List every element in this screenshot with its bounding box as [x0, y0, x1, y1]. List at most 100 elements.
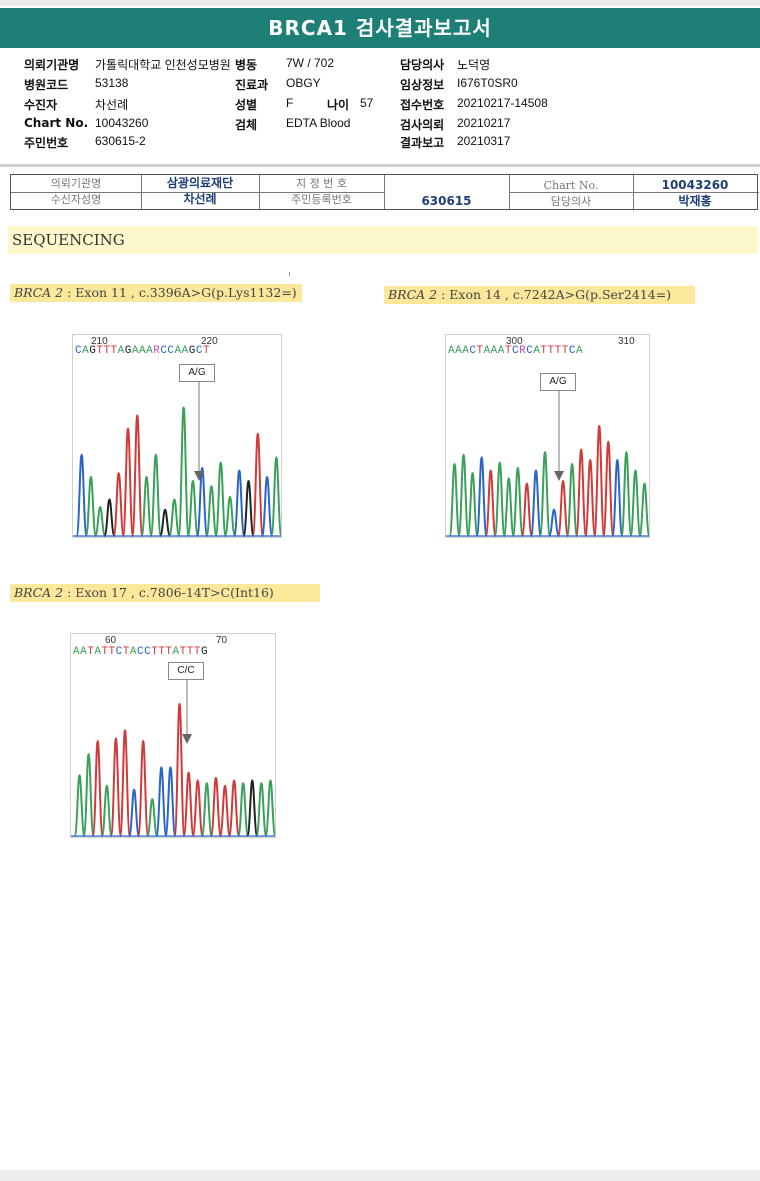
trace-peak	[112, 472, 125, 537]
base-call: A	[131, 345, 139, 357]
trace-peak	[196, 466, 209, 537]
gene-name: BRCA 2	[388, 287, 438, 302]
trace-peak	[237, 782, 250, 837]
trace-peak	[82, 753, 95, 837]
top-divider	[0, 0, 760, 6]
trace-peak	[260, 476, 274, 537]
base-call: T	[103, 345, 111, 357]
trace-peak	[620, 451, 633, 537]
trace-caption: BRCA 2 : Exon 11 , c.3396A>G(p.Lys1132=)	[10, 284, 302, 302]
recipient-label: 수진자	[24, 98, 58, 112]
stamp-inst-value: 삼광의료재단	[166, 176, 234, 190]
base-call: T	[554, 345, 562, 357]
position-label: 220	[201, 336, 218, 347]
receipt-label: 접수번호	[400, 98, 445, 112]
base-call: G	[200, 646, 209, 658]
trace-peak	[137, 739, 150, 837]
base-call: A	[455, 345, 463, 357]
base-call: T	[476, 345, 484, 357]
trace-peak	[529, 469, 542, 537]
position-label: 210	[91, 336, 108, 347]
base-call: A	[138, 345, 147, 357]
base-call: T	[110, 345, 118, 357]
trace-peak	[475, 456, 488, 537]
trace-peak	[182, 771, 195, 837]
trace-peak	[84, 476, 98, 537]
patient-info: 의뢰기관명 가톨릭대학교 인천성모병원 병동 7W / 702 담당의사 노덕영…	[0, 52, 760, 164]
base-call: T	[179, 646, 187, 658]
trace-peak	[548, 508, 560, 537]
pointer-arrow-icon	[554, 471, 564, 481]
trace-peak	[219, 784, 231, 837]
trace-peak	[264, 779, 275, 837]
position-label: 60	[105, 635, 117, 646]
doctor-value: 노덕영	[457, 58, 491, 72]
stamp-designation-value	[384, 175, 509, 192]
doctor-label: 담당의사	[400, 58, 445, 72]
base-call: A	[462, 345, 470, 357]
pointer-arrow-icon	[194, 471, 204, 481]
id-value: 630615-2	[95, 134, 146, 148]
trace-peak	[128, 788, 141, 837]
stamp-resident-label: 주민등록번호	[291, 193, 352, 206]
genotype-label: A/G	[540, 373, 576, 391]
trace-peak	[131, 414, 144, 537]
base-call: T	[202, 345, 211, 357]
recipient-value: 차선례	[95, 98, 129, 112]
stamp-doctor-label: 담당의사	[550, 195, 592, 208]
trace-peak	[164, 766, 177, 837]
gene-name: BRCA 2	[14, 585, 64, 600]
specimen-value: EDTA Blood	[286, 116, 351, 130]
base-call: R	[519, 345, 527, 357]
receipt-value: 20210217-14508	[457, 96, 548, 110]
trace-peak	[638, 482, 649, 537]
base-call: A	[146, 345, 154, 357]
clinical-label: 임상정보	[400, 78, 445, 92]
base-call: T	[540, 345, 548, 357]
trace-peak	[484, 469, 497, 537]
stamp-resident-value: 630615	[421, 194, 472, 208]
trace-peak	[584, 459, 597, 537]
base-call: A	[80, 646, 88, 658]
ward-value: 7W / 702	[286, 56, 335, 70]
section-title: SEQUENCING	[8, 226, 758, 254]
base-call: C	[195, 345, 203, 357]
stamp-inst-label: 의뢰기관명	[50, 177, 102, 190]
base-call: A	[448, 345, 456, 357]
id-label: 주민번호	[24, 136, 69, 150]
base-call: T	[101, 646, 109, 658]
trace-peak	[575, 448, 588, 537]
chromatogram: 300 310 AAACTAAATCRCATTTTCA	[445, 334, 650, 538]
trace-peak	[611, 459, 624, 537]
trace-peak	[73, 774, 86, 837]
genotype-label: C/C	[168, 662, 204, 680]
base-call: A	[129, 646, 137, 658]
base-call: T	[158, 646, 166, 658]
age-label: 나이	[327, 98, 350, 112]
trace-peak	[493, 461, 506, 537]
stamp-chart-value: 10043260	[661, 178, 729, 192]
trace-peak	[593, 424, 606, 537]
trace-peak	[91, 739, 104, 837]
chromatogram-peaks	[446, 379, 649, 537]
variant-text: : Exon 17 , c.7806-14T>C(Int16)	[63, 585, 274, 600]
chromatogram-peaks	[73, 379, 281, 537]
base-call: A	[73, 646, 81, 658]
base-call: C	[469, 345, 477, 357]
position-label: 70	[216, 635, 228, 646]
base-call: T	[504, 345, 512, 357]
trace-peak	[149, 453, 162, 537]
base-call: T	[186, 646, 194, 658]
hospital-code-value: 53138	[95, 76, 129, 90]
trace-peak	[251, 432, 264, 537]
trace-peak	[242, 479, 255, 537]
dept-value: OBGY	[286, 76, 321, 90]
genotype-label: A/G	[179, 364, 215, 382]
trace-peak	[100, 784, 113, 837]
request-value: 20210217	[457, 116, 511, 130]
trace-peak	[103, 498, 116, 537]
base-call: A	[94, 646, 102, 658]
position-label: 310	[618, 336, 635, 347]
base-call: C	[144, 646, 152, 658]
base-call: C	[511, 345, 520, 357]
